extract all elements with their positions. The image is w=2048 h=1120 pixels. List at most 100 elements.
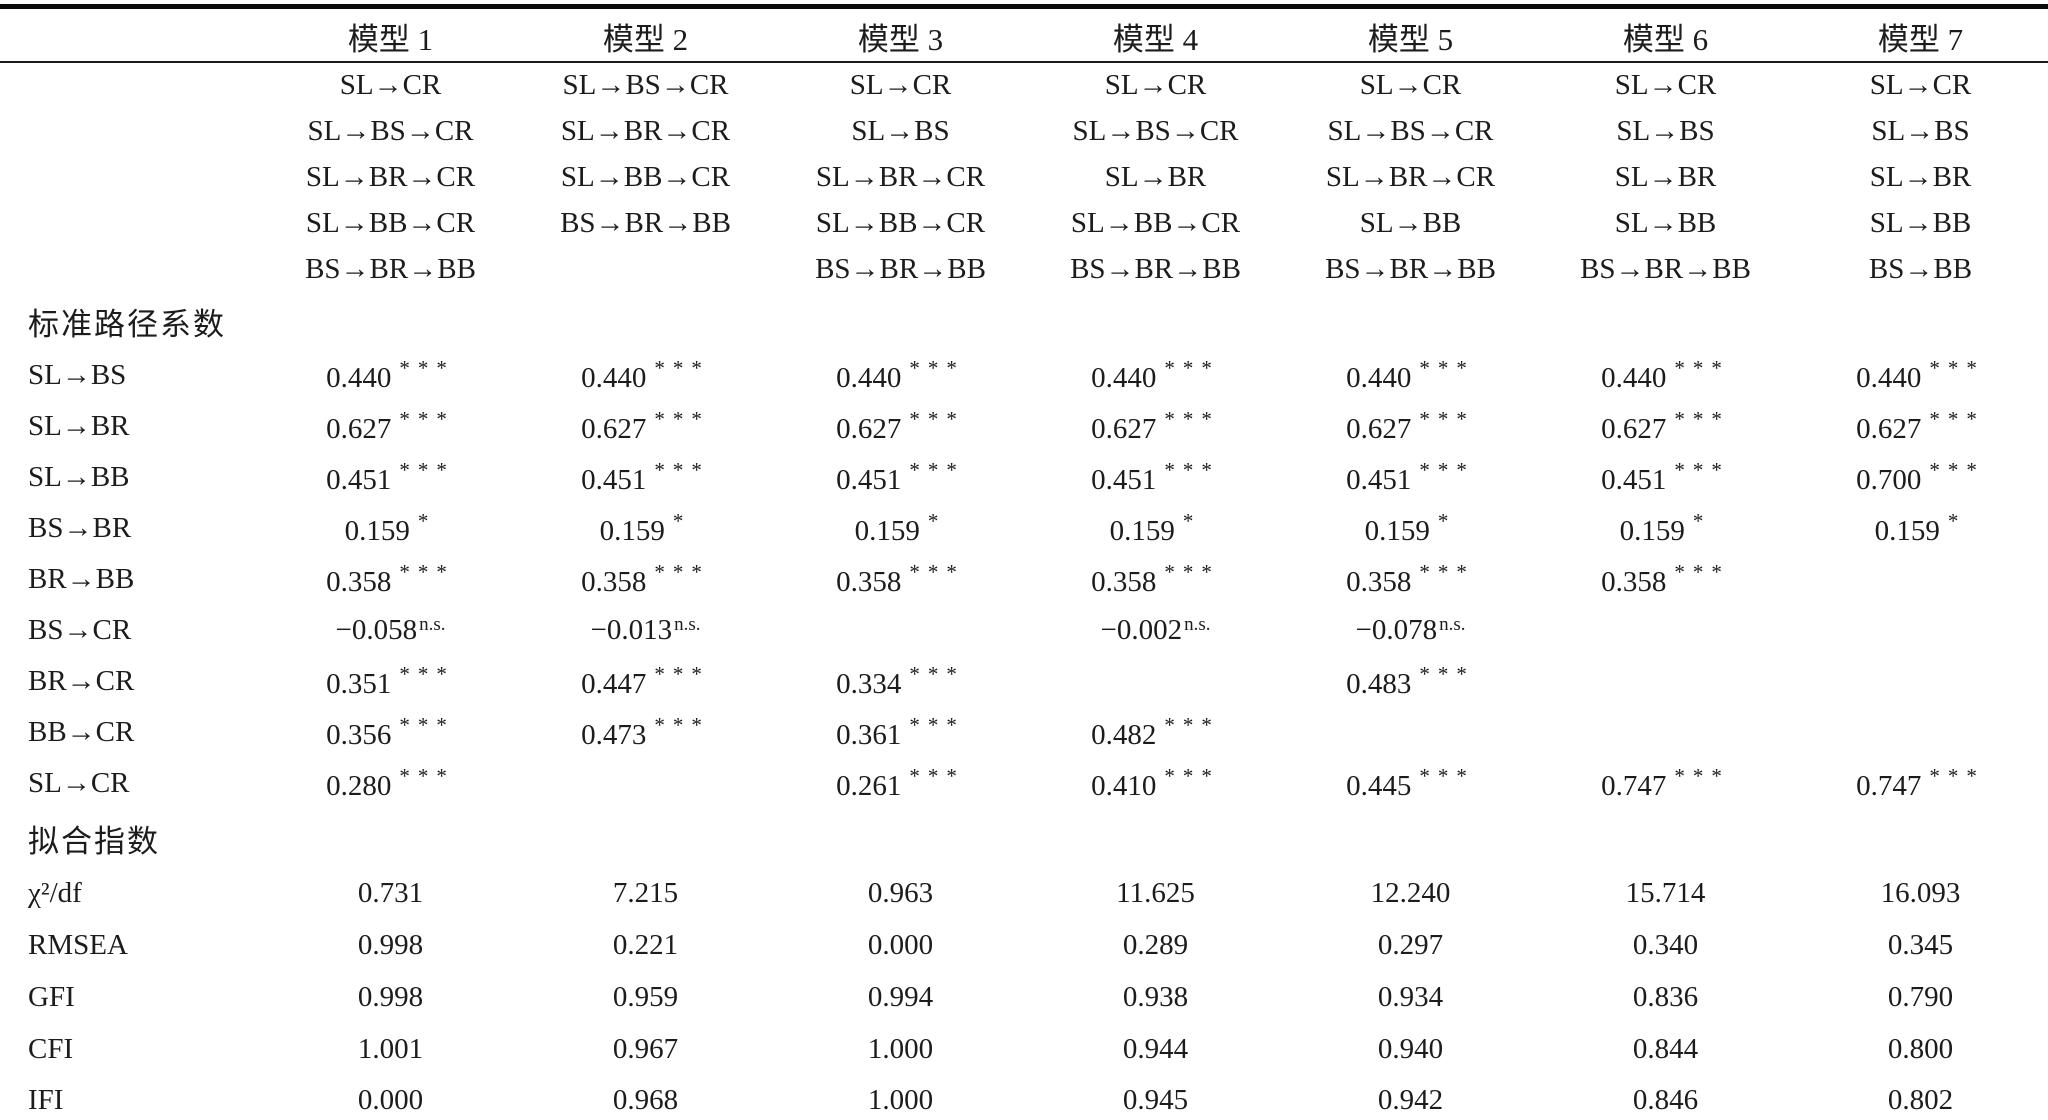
coef-value: 0.159 (1364, 514, 1430, 547)
path-spec-cell: SL→BR→CR (1325, 160, 1496, 193)
coef-cell: 0.356 *** (263, 707, 518, 758)
coef-cell: 0.627 *** (1538, 401, 1793, 452)
coef-value: 0.451 (1091, 463, 1157, 496)
path-spec-cell: SL→BB→CR (305, 206, 476, 239)
path-spec-cell: SL→BR→CR (305, 160, 476, 193)
fit-value-cell: 0.934 (1377, 980, 1444, 1013)
coef-value: 0.361 (836, 718, 902, 751)
significance-marker: *** (1929, 458, 1985, 483)
fit-value-cell: 0.221 (612, 928, 679, 961)
path-spec-cell: SL→CR (339, 69, 442, 101)
coef-cell (518, 758, 773, 809)
row-label-empty (0, 108, 263, 154)
coef-value: 0.358 (1091, 565, 1157, 598)
fit-value-cell: 0.790 (1887, 980, 1954, 1013)
coef-value: 0.358 (836, 565, 902, 598)
path-spec-cell: SL→BB→CR (1070, 206, 1241, 239)
fit-row: χ²/df 0.731 7.215 0.963 11.625 12.240 15.714 16… (0, 867, 2048, 919)
path-spec-cell: SL→BS→CR (1072, 114, 1239, 147)
fit-row: IFI 0.000 0.968 1.000 0.945 0.942 0.846 0.802 (0, 1075, 2048, 1120)
significance-marker: *** (1164, 560, 1220, 585)
coef-value: 0.159 (1109, 514, 1175, 547)
coef-cell (1793, 554, 2048, 605)
significance-marker: *** (909, 662, 965, 687)
coef-row-label: SL→BB (28, 461, 130, 493)
significance-marker: *** (1164, 764, 1220, 789)
coef-cell: 0.451 *** (518, 452, 773, 503)
fit-value-cell: 0.297 (1377, 928, 1444, 961)
coef-value: 0.627 (1346, 412, 1412, 445)
significance-marker: *** (654, 560, 710, 585)
coef-cell: 0.159 * (518, 503, 773, 554)
coef-value: 0.627 (1091, 412, 1157, 445)
significance-marker: *** (399, 407, 455, 432)
path-spec-cell: BS→BR→BB (305, 252, 476, 285)
fit-value-cell: 0.940 (1377, 1032, 1444, 1065)
significance-marker: *** (654, 458, 710, 483)
coef-value: 0.451 (1601, 463, 1667, 496)
fit-value-cell: 0.994 (867, 980, 934, 1013)
path-spec-row: SL→BR→CR SL→BB→CR SL→BR→CR SL→BR SL→BR→CR SL→… (0, 154, 2048, 200)
coef-cell: 0.483 *** (1283, 656, 1538, 707)
column-header-model-1: 模型 1 (263, 6, 518, 63)
coef-cell: 0.358 *** (518, 554, 773, 605)
coef-cell: −0.058 n.s. (263, 605, 518, 656)
path-spec-cell: BS→BB (1868, 252, 1973, 285)
coef-value: 0.159 (599, 514, 665, 547)
significance-marker: *** (399, 458, 455, 483)
path-spec-cell: SL→BS (1616, 114, 1715, 147)
coef-value: 0.356 (326, 718, 392, 751)
coef-cell (1793, 605, 2048, 656)
coef-value: 0.627 (836, 412, 902, 445)
corner-cell (0, 6, 263, 63)
significance-marker: *** (909, 764, 965, 789)
coef-value: 0.447 (581, 667, 647, 700)
significance-marker: *** (399, 764, 455, 789)
path-spec-cell: SL→BS→CR (307, 114, 474, 147)
fit-value-cell: 0.967 (612, 1032, 679, 1065)
coef-cell: 0.440 *** (263, 350, 518, 401)
significance-marker: *** (1929, 407, 1985, 432)
coef-value: 0.627 (326, 412, 392, 445)
path-spec-cell: SL→BR (1104, 160, 1207, 193)
path-spec-row: SL→BB→CR BS→BR→BB SL→BB→CR SL→BB→CR SL→BB SL→… (0, 200, 2048, 246)
fit-row-label: GFI (28, 980, 75, 1013)
coef-cell: 0.627 *** (773, 401, 1028, 452)
coef-cell: 0.358 *** (1028, 554, 1283, 605)
section-row-fit: 拟合指数 (0, 809, 2048, 867)
path-spec-cell: SL→BB (1614, 206, 1717, 239)
path-spec-cell: SL→CR (1104, 69, 1207, 101)
coef-cell: 0.159 * (1283, 503, 1538, 554)
path-spec-cell: SL→BS→CR (1327, 114, 1494, 147)
fit-value-cell: 0.968 (612, 1083, 679, 1116)
significance-marker: *** (1674, 407, 1730, 432)
significance-marker: * (1692, 509, 1712, 534)
significance-marker: *** (1164, 713, 1220, 738)
significance-marker: n.s. (1184, 613, 1211, 635)
coef-value: 0.440 (836, 361, 902, 394)
path-spec-cell: SL→CR (849, 69, 952, 101)
coef-value: 0.451 (1346, 463, 1412, 496)
coef-row: SL→BR 0.627 *** 0.627 *** 0.627 *** 0.627 *** 0.6… (0, 401, 2048, 452)
significance-marker: *** (654, 662, 710, 687)
fit-value-cell: 0.731 (357, 876, 424, 909)
fit-value-cell: 0.844 (1632, 1032, 1699, 1065)
path-spec-cell: SL→BR (1869, 160, 1972, 193)
coef-row: SL→CR 0.280 *** 0.261 *** 0.410 *** 0.445 *** 0.7… (0, 758, 2048, 809)
significance-marker: *** (399, 560, 455, 585)
coef-cell: 0.440 *** (1538, 350, 1793, 401)
column-header-model-4: 模型 4 (1028, 6, 1283, 63)
significance-marker: *** (1674, 764, 1730, 789)
coef-value: 0.451 (581, 463, 647, 496)
significance-marker: * (1437, 509, 1457, 534)
column-header-model-3: 模型 3 (773, 6, 1028, 63)
coef-value: −0.078 (1355, 614, 1438, 647)
fit-value-cell: 0.963 (867, 876, 934, 909)
fit-value-cell: 0.345 (1887, 928, 1954, 961)
path-spec-cell: BS→BR→BB (1325, 252, 1496, 285)
fit-value-cell: 0.959 (612, 980, 679, 1013)
fit-value-cell: 0.836 (1632, 980, 1699, 1013)
coef-value: −0.002 (1100, 614, 1183, 647)
significance-marker: * (927, 509, 947, 534)
significance-marker: *** (909, 560, 965, 585)
